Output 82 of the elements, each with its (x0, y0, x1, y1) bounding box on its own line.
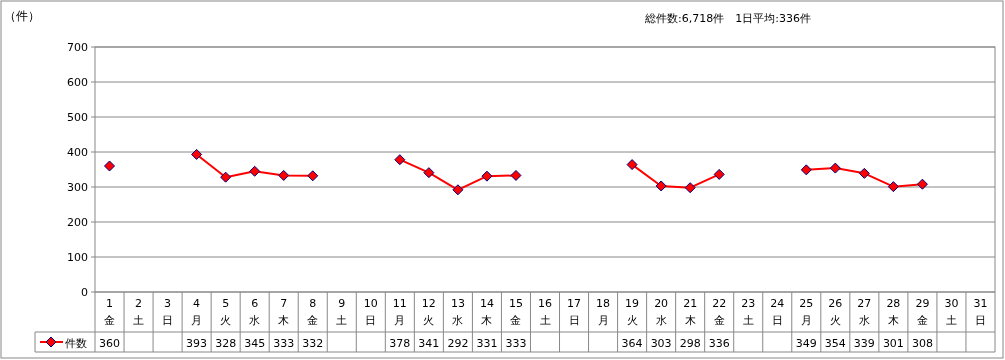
x-tick-label: 22 金 (712, 297, 727, 327)
point (423, 167, 435, 179)
point (394, 154, 406, 166)
point (713, 168, 725, 180)
x-tick-label: 25 月 (799, 297, 814, 327)
point (104, 160, 116, 172)
data-label: 378 (389, 337, 411, 350)
x-tick-label: 19 火 (625, 297, 640, 327)
point (220, 171, 232, 183)
y-tick-label: 400 (67, 146, 88, 159)
y-tick-label: 0 (81, 286, 88, 299)
data-label: 345 (244, 337, 266, 350)
x-tick-label: 17 日 (567, 297, 582, 327)
data-label: 339 (853, 337, 875, 350)
x-tick-label: 8 金 (307, 297, 319, 327)
x-tick-label: 13 水 (450, 297, 465, 327)
data-label: 331 (476, 337, 498, 350)
data-label: 336 (708, 337, 730, 350)
x-tick-label: 21 木 (683, 297, 698, 327)
point (510, 169, 522, 181)
point (452, 184, 464, 196)
x-tick-label: 23 土 (741, 297, 756, 327)
legend-label: 件数 (65, 337, 87, 350)
data-label: 332 (302, 337, 324, 350)
x-tick-label: 24 日 (770, 297, 785, 327)
data-label: 360 (99, 337, 121, 350)
x-tick-label: 16 土 (538, 297, 552, 327)
x-tick-label: 18 月 (596, 297, 611, 327)
x-tick-label: 20 水 (654, 297, 669, 327)
y-tick-label: 200 (67, 216, 88, 229)
x-tick-label: 6 水 (249, 297, 261, 327)
point (249, 165, 261, 177)
y-tick-label: 700 (67, 41, 88, 54)
point (191, 148, 203, 160)
x-tick-label: 14 木 (479, 297, 494, 327)
x-tick-label: 3 日 (162, 297, 174, 327)
x-tick-label: 31 日 (973, 297, 988, 327)
y-axis-title: （件） (4, 9, 40, 23)
x-tick-label: 15 金 (508, 297, 523, 327)
x-tick-label: 1 金 (104, 297, 116, 327)
y-tick-label: 600 (67, 76, 88, 89)
point (684, 182, 696, 194)
point (655, 180, 667, 192)
point (626, 159, 638, 171)
x-tick-label: 12 火 (421, 297, 436, 327)
y-tick-label: 100 (67, 251, 88, 264)
data-label: 354 (824, 337, 846, 350)
x-tick-label: 26 火 (828, 297, 843, 327)
x-tick-label: 10 日 (363, 297, 378, 327)
data-label: 292 (447, 337, 469, 350)
point (829, 162, 841, 174)
x-tick-label: 28 木 (886, 297, 901, 327)
point (307, 170, 319, 182)
point (887, 181, 899, 193)
data-label: 328 (215, 337, 237, 350)
x-tick-label: 9 土 (336, 297, 348, 327)
point (858, 167, 870, 179)
data-label: 298 (679, 337, 701, 350)
x-tick-label: 27 水 (857, 297, 872, 327)
point (916, 178, 928, 190)
x-tick-label: 7 木 (278, 297, 290, 327)
point (800, 164, 812, 176)
x-tick-label: 4 月 (191, 297, 203, 327)
data-label: 301 (882, 337, 904, 350)
data-label: 308 (911, 337, 933, 350)
point (278, 169, 290, 181)
y-tick-label: 300 (67, 181, 88, 194)
x-tick-label: 2 土 (133, 297, 145, 327)
x-tick-label: 11 月 (392, 297, 407, 327)
x-tick-label: 5 火 (220, 297, 232, 327)
data-label: 303 (650, 337, 672, 350)
text: 総件数:6,718件 1日平均:336件 (644, 12, 811, 25)
y-tick-label: 500 (67, 111, 88, 124)
data-label: 333 (505, 337, 527, 350)
point (481, 170, 493, 182)
data-label: 341 (418, 337, 440, 350)
data-label: 349 (795, 337, 817, 350)
x-tick-label: 30 土 (944, 297, 959, 327)
data-label: 364 (621, 337, 643, 350)
x-tick-label: 29 金 (915, 297, 930, 327)
data-label: 393 (186, 337, 208, 350)
data-label: 333 (273, 337, 295, 350)
